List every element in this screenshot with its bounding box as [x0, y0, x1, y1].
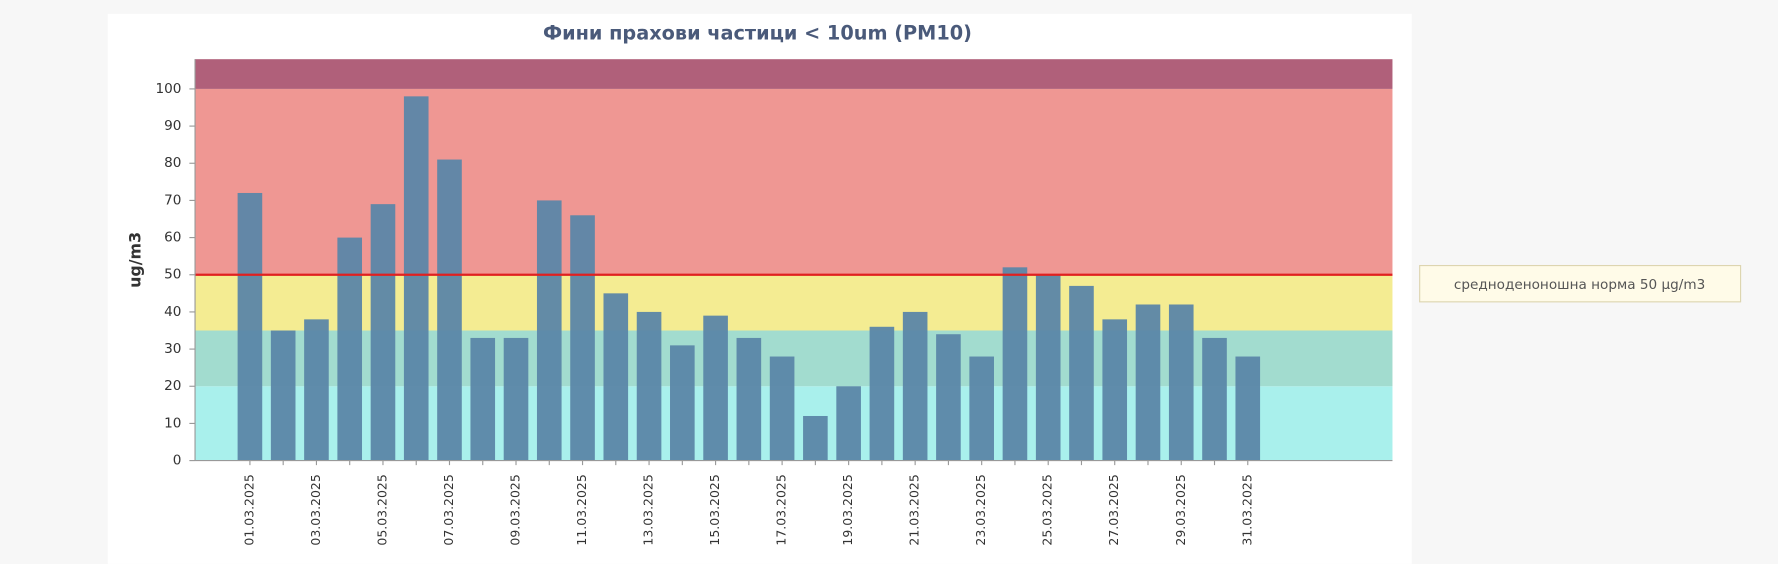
bar [403, 96, 429, 461]
x-tick-label: 13.03.2025 [641, 474, 656, 545]
bar [1235, 356, 1261, 461]
y-tick-label: 30 [164, 341, 181, 357]
bar [1168, 304, 1194, 461]
bar [470, 337, 496, 461]
bar [1135, 304, 1161, 461]
bar [936, 334, 961, 461]
bar [370, 204, 396, 461]
x-tick-label: 19.03.2025 [840, 474, 855, 545]
bar [836, 386, 861, 461]
x-tick-label: 15.03.2025 [707, 474, 722, 545]
bar [1035, 274, 1061, 461]
x-tick-label: 03.03.2025 [308, 474, 323, 545]
y-axis-label: ug/m3 [126, 232, 145, 288]
bar [803, 415, 828, 461]
bar [703, 315, 728, 461]
y-tick-label: 100 [155, 81, 181, 97]
bar [969, 356, 994, 461]
bar [304, 319, 329, 461]
x-tick-label: 09.03.2025 [508, 474, 523, 545]
x-tick-label: 25.03.2025 [1040, 474, 1055, 545]
y-tick-label: 50 [164, 267, 181, 283]
bar [636, 311, 662, 461]
bar [1202, 337, 1227, 461]
bar [769, 356, 795, 461]
threshold-legend-box [1419, 264, 1742, 303]
bar [670, 345, 695, 461]
x-tick-label: 21.03.2025 [907, 474, 922, 545]
x-tick-label: 29.03.2025 [1173, 474, 1188, 545]
bar [1069, 285, 1094, 461]
bar [736, 337, 762, 461]
x-tick-label: 05.03.2025 [374, 474, 389, 545]
y-tick-label: 90 [164, 118, 181, 134]
y-tick-label: 20 [164, 378, 181, 394]
bar [536, 200, 562, 461]
x-tick-label: 07.03.2025 [441, 474, 456, 545]
y-tick-label: 40 [164, 304, 181, 320]
bar [237, 192, 263, 461]
bar [869, 326, 895, 461]
x-tick-label: 31.03.2025 [1239, 474, 1254, 545]
x-tick-label: 17.03.2025 [774, 474, 789, 545]
bar [270, 330, 296, 461]
chart-title: Фини прахови частици < 10um (PM10) [543, 22, 972, 45]
bar [570, 215, 595, 461]
x-tick-label: 01.03.2025 [241, 474, 256, 545]
threshold-legend-label: средноденоношна норма 50 µg/m3 [1454, 277, 1705, 293]
y-tick-label: 0 [173, 453, 182, 469]
bar [1002, 267, 1028, 461]
y-tick-label: 60 [164, 230, 181, 246]
x-tick-label: 23.03.2025 [973, 474, 988, 545]
x-tick-label: 11.03.2025 [574, 474, 589, 545]
bar [503, 337, 529, 461]
bar [902, 311, 928, 461]
x-tick-label: 27.03.2025 [1106, 474, 1121, 545]
bar [1102, 319, 1128, 461]
background-band [195, 59, 1393, 89]
bar [337, 237, 363, 461]
y-tick-label: 80 [164, 155, 181, 171]
bar [437, 159, 462, 461]
y-tick-label: 70 [164, 192, 181, 208]
y-tick-label: 10 [164, 415, 181, 431]
bar [603, 293, 629, 461]
